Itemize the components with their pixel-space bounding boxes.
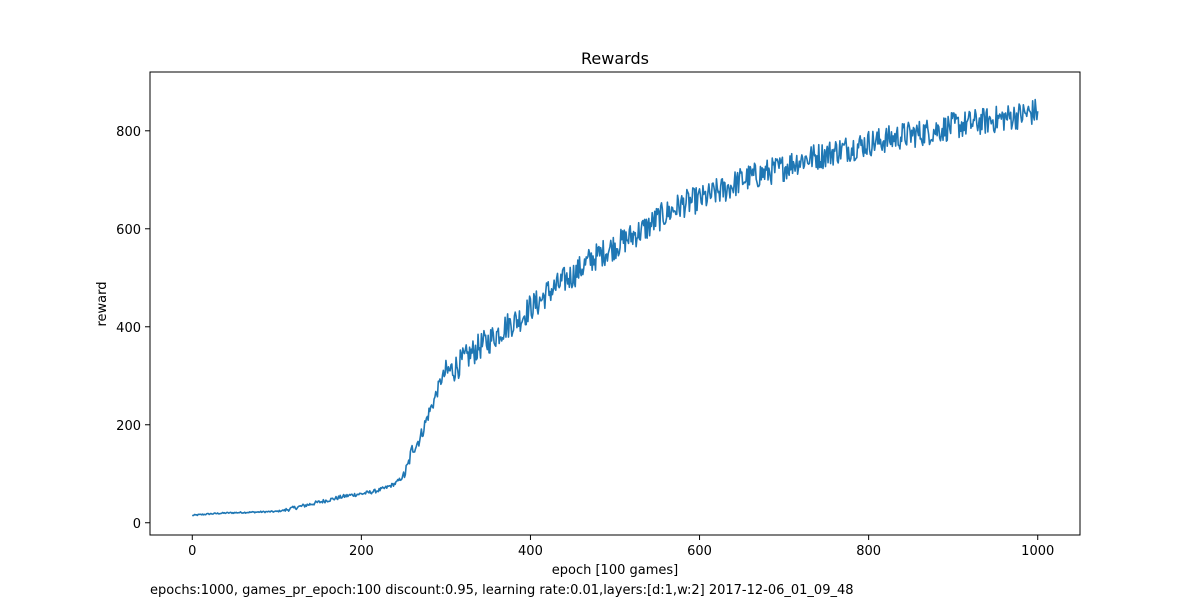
y-tick-label: 600: [116, 223, 141, 238]
x-tick-label: 1000: [1021, 544, 1054, 559]
y-tick-label: 400: [116, 321, 141, 336]
y-tick-label: 200: [116, 419, 141, 434]
y-tick-label: 0: [133, 517, 141, 532]
series-line: [191, 98, 1039, 517]
run-parameters-footnote: epochs:1000, games_pr_epoch:100 discount…: [150, 583, 854, 598]
chart-title: Rewards: [581, 49, 649, 68]
x-tick-label: 400: [518, 544, 543, 559]
x-tick-label: 600: [687, 544, 712, 559]
x-tick-label: 200: [349, 544, 374, 559]
y-axis-label: reward: [95, 281, 110, 326]
x-tick-label: 0: [188, 544, 196, 559]
plot-frame: [149, 71, 1081, 536]
plot-area: [149, 71, 1081, 536]
x-axis-label: epoch [100 games]: [552, 563, 678, 578]
y-tick-label: 800: [116, 125, 141, 140]
axis-ticks: 0 200 400 600 800 1000 0 200 400 600 800: [116, 125, 1054, 559]
x-tick-label: 800: [856, 544, 881, 559]
